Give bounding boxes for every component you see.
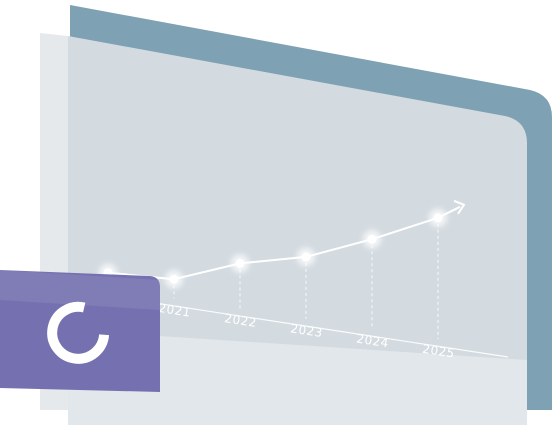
data-point bbox=[301, 252, 311, 262]
data-point bbox=[433, 213, 443, 223]
partial-ring-logo-icon bbox=[47, 301, 110, 364]
point-glows bbox=[99, 208, 447, 289]
badge-sheen bbox=[0, 270, 160, 310]
data-point bbox=[367, 234, 377, 244]
x-tick-label: 2023 bbox=[289, 321, 323, 340]
x-tick-label: 2025 bbox=[421, 342, 455, 361]
x-tick-label: 2022 bbox=[223, 311, 257, 330]
trend-arrow-icon bbox=[453, 199, 465, 215]
data-point bbox=[169, 274, 179, 284]
x-tick-label: 2021 bbox=[157, 301, 191, 320]
badge-card bbox=[0, 270, 160, 392]
screen-bottom-sheen bbox=[68, 330, 527, 425]
data-point bbox=[235, 258, 245, 268]
x-tick-label: 2024 bbox=[355, 332, 389, 351]
screen-panel bbox=[68, 36, 527, 425]
logo-badge bbox=[0, 270, 160, 392]
